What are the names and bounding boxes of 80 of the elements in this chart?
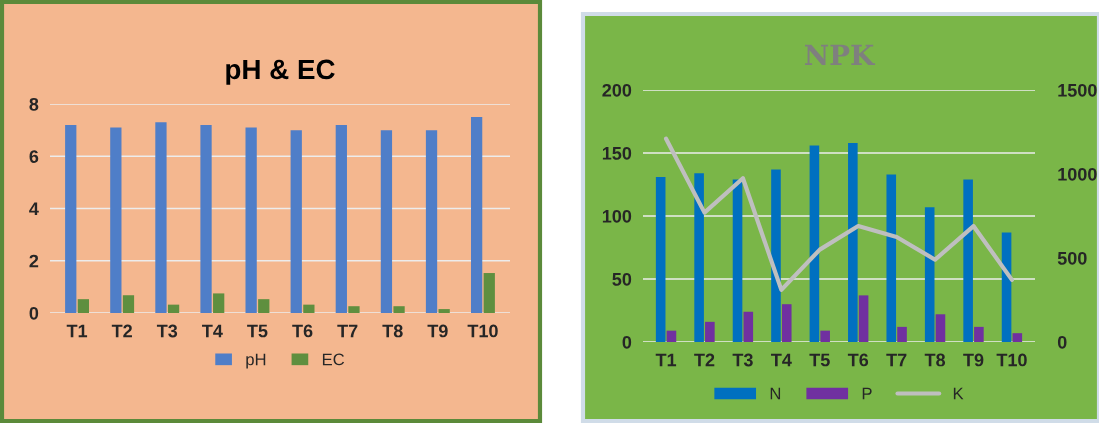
legend-label: pH (246, 353, 266, 369)
x-tick-label: T10 (467, 324, 498, 338)
chart-title: pH & EC (226, 59, 335, 85)
x-tick-label: T8 (382, 324, 403, 338)
bar (858, 295, 869, 342)
bar (886, 174, 897, 342)
bar (924, 207, 935, 342)
bar (1012, 333, 1023, 342)
bar (732, 179, 743, 342)
y-tick-label: 4 (29, 202, 39, 216)
y-tick-label: 6 (29, 150, 39, 163)
bar (167, 304, 180, 313)
bar (258, 299, 270, 313)
bar (935, 314, 946, 342)
y-tick-label: 200 (602, 83, 632, 97)
y2-tick-label: 0 (1057, 335, 1067, 349)
bar (655, 176, 666, 342)
y2-tick-label: 1000 (1058, 167, 1097, 181)
y-tick-label: 0 (29, 306, 39, 320)
x-tick-label: T6 (847, 353, 869, 367)
bar (438, 309, 450, 313)
x-tick-label: T5 (247, 324, 268, 338)
y-tick-label: 100 (602, 209, 632, 223)
bar (65, 124, 77, 313)
x-tick-label: T7 (337, 324, 358, 338)
legend-label: P (862, 387, 872, 400)
bar (771, 169, 781, 342)
legend-label: EC (322, 353, 345, 366)
x-tick-label: T1 (655, 353, 677, 367)
bar (425, 130, 438, 313)
bar (303, 304, 315, 313)
x-tick-label: T9 (963, 353, 984, 367)
bar (290, 130, 302, 313)
bar (335, 124, 347, 313)
x-tick-label: T2 (694, 353, 715, 367)
bar (705, 321, 715, 342)
bar (848, 142, 858, 342)
x-tick-label: T2 (111, 324, 132, 338)
bar (666, 330, 677, 342)
line-series (663, 136, 1015, 293)
y-tick-label: 0 (622, 335, 632, 349)
bar (820, 330, 830, 342)
bar (245, 127, 257, 313)
legend-label: K (953, 387, 964, 400)
bar (155, 122, 167, 313)
bar (393, 306, 405, 313)
bar (897, 326, 907, 342)
y-tick-label: 150 (602, 146, 632, 160)
bar (809, 145, 820, 342)
x-tick-label: T6 (292, 324, 313, 338)
bar (213, 293, 225, 313)
x-tick-label: T10 (996, 353, 1027, 367)
x-tick-label: T3 (156, 324, 178, 338)
x-tick-label: T3 (732, 353, 753, 367)
bar (743, 311, 754, 342)
bar (122, 295, 135, 313)
x-tick-label: T4 (202, 324, 223, 338)
bar (483, 273, 495, 313)
y2-tick-label: 500 (1057, 251, 1087, 265)
bar (200, 124, 212, 313)
bar (470, 117, 483, 313)
bar (380, 130, 393, 313)
x-tick-label: T7 (886, 353, 907, 367)
bar (348, 306, 360, 313)
y-tick-label: 8 (29, 97, 39, 111)
bar (974, 326, 984, 342)
bar (963, 179, 973, 342)
bar (781, 304, 792, 342)
y-tick-label: 2 (29, 254, 39, 268)
x-tick-label: T9 (427, 324, 448, 338)
bar (110, 127, 122, 313)
x-tick-label: T5 (809, 353, 830, 367)
bar (77, 299, 90, 313)
x-tick-label: T4 (771, 353, 792, 367)
y-tick-label: 50 (612, 272, 632, 286)
x-tick-label: T1 (66, 324, 88, 338)
bar (694, 173, 704, 342)
legend-label: N (770, 387, 781, 400)
y2-tick-label: 1500 (1058, 83, 1097, 97)
x-tick-label: T8 (924, 353, 946, 367)
